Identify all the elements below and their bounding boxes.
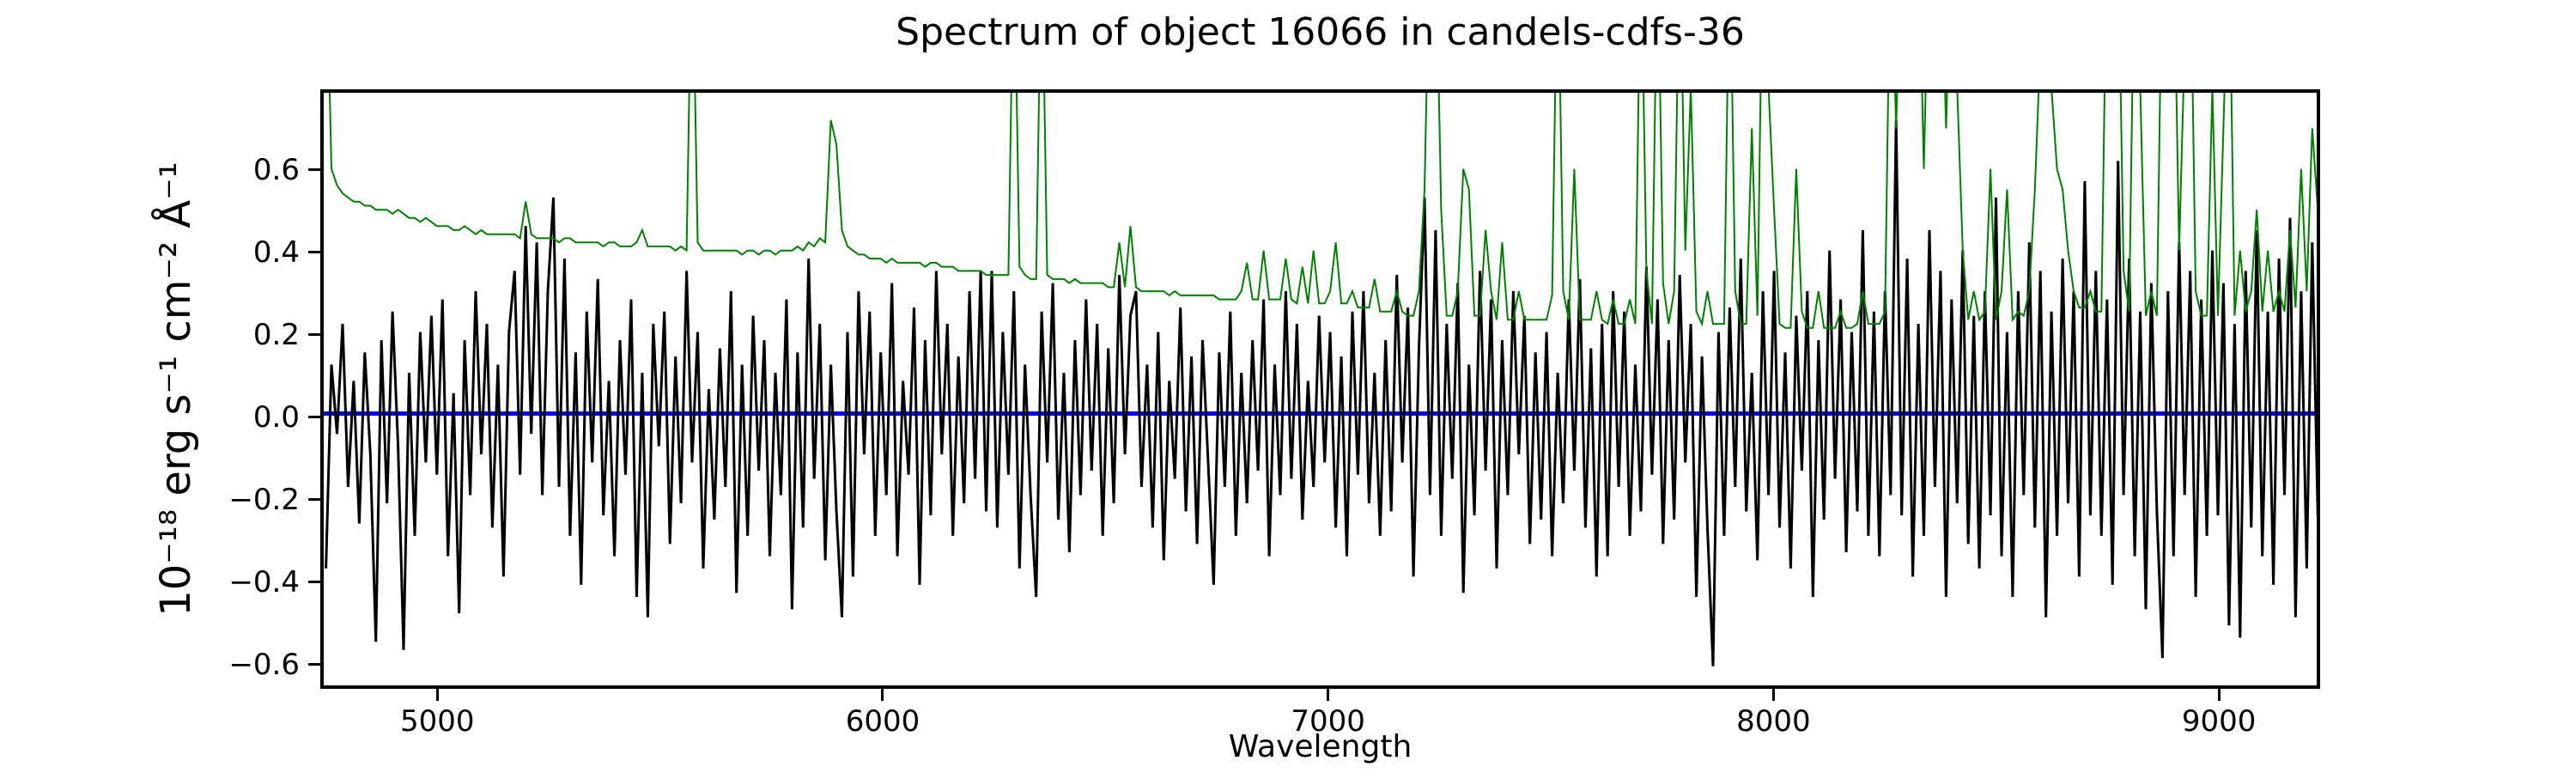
x-tick [1771,689,1775,701]
x-tick-label: 8000 [1736,704,1811,739]
y-tick-label: −0.4 [228,564,300,600]
x-tick-label: 7000 [1291,704,1365,739]
x-tick [881,689,884,701]
y-tick-label: −0.6 [228,647,300,682]
x-tick-label: 5000 [400,704,475,739]
y-tick [308,333,320,337]
y-tick-label: 0.2 [252,317,300,352]
y-tick-label: −0.2 [228,482,300,517]
y-tick [308,416,320,419]
x-tick [2217,689,2221,701]
y-tick-label: 0.6 [252,152,300,187]
y-tick [308,498,320,502]
x-tick [435,689,439,701]
series-flux-spectrum [325,119,2317,666]
y-tick [308,168,320,172]
plot-title: Spectrum of object 16066 in candels-cdfs… [896,10,1745,54]
x-tick-label: 6000 [845,704,920,739]
x-axis-label: Wavelength [1228,729,1413,764]
y-axis-label: 10⁻¹⁸ erg s⁻¹ cm⁻² Å⁻¹ [152,161,200,617]
plot-area [320,89,2320,689]
y-tick-label: 0.4 [252,234,300,270]
y-tick [308,663,320,666]
x-tick [1327,689,1330,701]
x-tick-label: 9000 [2181,704,2257,739]
y-tick-label: 0.0 [252,399,300,435]
spectrum-canvas [324,93,2317,666]
y-tick [308,251,320,254]
series-sky-noise-spectrum [329,93,2317,329]
y-tick [308,581,320,584]
